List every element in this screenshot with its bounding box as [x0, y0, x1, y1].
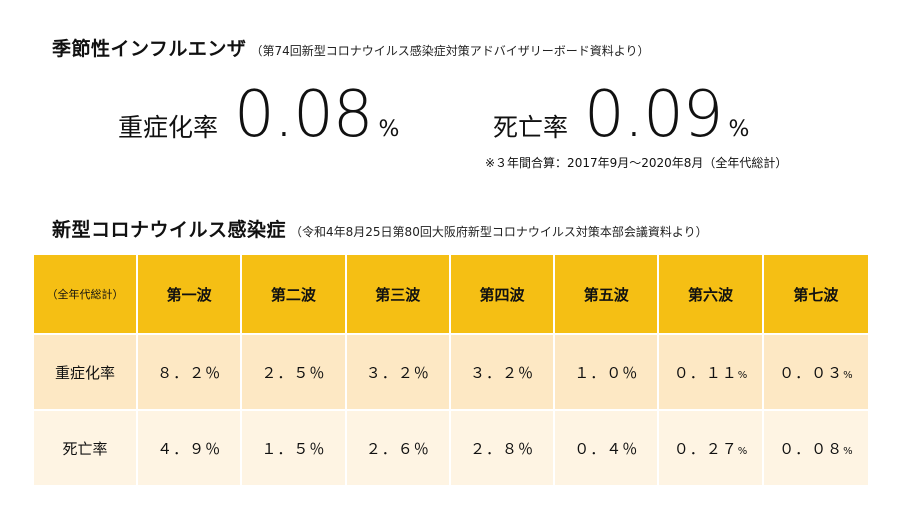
table-cell: １．０％	[555, 335, 660, 411]
cell-unit: ％	[622, 363, 639, 382]
cell-value: ２．６	[365, 439, 414, 458]
table-row-severe: 重症化率 ８．２％ ２．５％ ３．２％ ３．２％ １．０％ ０．１１% ０．０３…	[34, 335, 868, 411]
cell-unit: ％	[309, 439, 326, 458]
influenza-severe-value: 0.08	[234, 78, 373, 152]
cell-unit: ％	[517, 439, 534, 458]
cell-unit: ％	[309, 363, 326, 382]
table-cell: ４．９％	[138, 411, 243, 485]
wave-header-7: 第七波	[763, 255, 868, 335]
influenza-severe-unit: %	[378, 117, 400, 142]
cell-unit: %	[737, 445, 748, 457]
cell-unit: ％	[413, 439, 430, 458]
cell-unit: ％	[622, 439, 639, 458]
table-cell: ２．５％	[242, 335, 347, 411]
table-cell: ０．４％	[555, 411, 660, 485]
cell-unit: ％	[517, 363, 534, 382]
cell-value: ３．２	[365, 363, 414, 382]
table-cell: ０．１１%	[659, 335, 764, 411]
table-row-death: 死亡率 ４．９％ １．５％ ２．６％ ２．８％ ０．４％ ０．２７% ０．０８%	[34, 411, 868, 485]
cell-value: ８．２	[157, 363, 206, 382]
cell-value: １．０	[574, 363, 623, 382]
influenza-heading: 季節性インフルエンザ （第74回新型コロナウイルス感染症対策アドバイザリーボード資…	[52, 34, 649, 61]
table-cell: ８．２％	[138, 335, 243, 411]
cell-value: ０．０３	[779, 363, 844, 382]
covid-title: 新型コロナウイルス感染症	[52, 219, 287, 241]
cell-value: ２．８	[469, 439, 518, 458]
cell-unit: ％	[205, 363, 222, 382]
cell-unit: %	[843, 369, 853, 381]
wave-header-2: 第二波	[242, 255, 347, 335]
table-cell: ３．２％	[346, 335, 451, 411]
wave-header-1: 第一波	[138, 255, 243, 335]
influenza-death-value: 0.09	[584, 78, 723, 152]
cell-value: ４．９	[157, 439, 206, 458]
cell-value: ３．２	[469, 363, 518, 382]
influenza-period-note: ※３年間合算：2017年9月～2020年8月（全年代総計）	[485, 156, 788, 170]
covid-heading: 新型コロナウイルス感染症 （令和4年8月25日第80回大阪府新型コロナウイルス対策…	[52, 215, 708, 242]
cell-value: ０．０８	[779, 439, 844, 458]
table-header-row: （全年代総計） 第一波 第二波 第三波 第四波 第五波 第六波 第七波	[34, 255, 868, 335]
covid-wave-table: （全年代総計） 第一波 第二波 第三波 第四波 第五波 第六波 第七波 重症化率…	[34, 255, 868, 485]
cell-value: ２．５	[261, 363, 310, 382]
cell-value: １．５	[261, 439, 310, 458]
table-cell: ２．８％	[450, 411, 556, 485]
wave-header-6: 第六波	[659, 255, 764, 335]
cell-value: ０．１１	[673, 363, 738, 382]
influenza-death-unit: %	[728, 117, 750, 142]
influenza-title: 季節性インフルエンザ	[52, 38, 247, 60]
table-cell: ２．６％	[346, 411, 451, 485]
cell-unit: %	[843, 445, 853, 457]
table-cell: ０．２７%	[659, 411, 764, 485]
influenza-death-label: 死亡率	[493, 113, 569, 142]
cell-unit: ％	[413, 363, 430, 382]
table-cell: １．５％	[242, 411, 347, 485]
influenza-severe-stat: 重症化率 0.08 %	[118, 78, 399, 152]
cell-unit: %	[737, 369, 748, 381]
influenza-severe-label: 重症化率	[118, 113, 219, 142]
influenza-source: （第74回新型コロナウイルス感染症対策アドバイザリーボード資料より）	[250, 44, 650, 58]
table-cell: ０．０８%	[763, 411, 868, 485]
table-cell: ３．２％	[450, 335, 556, 411]
wave-header-3: 第三波	[346, 255, 451, 335]
cell-value: ０．２７	[673, 439, 738, 458]
table-cell: ０．０３%	[763, 335, 868, 411]
cell-value: ０．４	[574, 439, 623, 458]
row-label-death: 死亡率	[34, 411, 138, 485]
wave-header-5: 第五波	[555, 255, 660, 335]
covid-source: （令和4年8月25日第80回大阪府新型コロナウイルス対策本部会議資料より）	[290, 225, 708, 239]
table-corner-label: （全年代総計）	[34, 255, 138, 335]
wave-header-4: 第四波	[450, 255, 556, 335]
cell-unit: ％	[205, 439, 222, 458]
influenza-death-stat: 死亡率 0.09 %	[493, 78, 749, 152]
row-label-severe: 重症化率	[34, 335, 138, 411]
